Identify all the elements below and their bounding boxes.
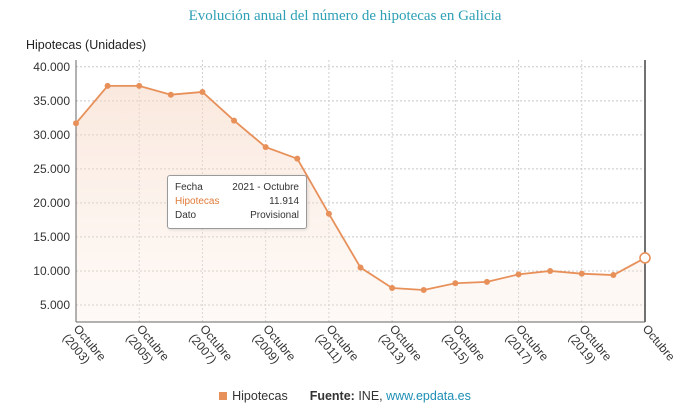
tooltip-row-status: Dato Provisional <box>175 209 299 222</box>
chart-title: Evolución anual del número de hipotecas … <box>188 8 502 24</box>
x-tick-label: Octubre <box>640 322 678 364</box>
data-point <box>136 82 143 89</box>
data-point-highlighted <box>639 252 651 264</box>
y-tick-label: 40.000 <box>33 60 70 74</box>
y-tick-label: 15.000 <box>33 230 70 244</box>
series-area-fill <box>76 85 645 322</box>
data-point <box>231 117 238 124</box>
tooltip-key: Dato <box>175 210 197 221</box>
x-tick-label: Octubre(2007) <box>186 322 235 367</box>
legend-swatch[interactable] <box>219 392 228 400</box>
x-tick-label: Octubre(2017) <box>503 322 552 367</box>
data-point <box>104 82 111 89</box>
tooltip-key: Hipotecas <box>175 196 220 207</box>
tooltip-value: Provisional <box>250 210 299 221</box>
y-tick-labels: 5.000 10.000 15.000 20.000 25.000 30.000 35.00… <box>33 60 70 312</box>
tooltip-row-date: Fecha 2021 - Octubre <box>175 181 299 194</box>
data-point <box>483 278 490 285</box>
data-point <box>357 264 364 271</box>
data-point <box>199 88 206 95</box>
source-prefix: Fuente: <box>309 389 355 403</box>
data-point <box>610 272 617 279</box>
data-point <box>578 270 585 277</box>
tooltip-value: 2021 - Octubre <box>232 182 299 193</box>
data-point <box>262 144 269 151</box>
y-axis-label: Hipotecas (Unidades) <box>26 38 147 52</box>
data-point <box>389 284 396 291</box>
x-tick-label: Octubre(2011) <box>313 322 362 366</box>
x-tick-labels: Octubre(2003) Octubre(2005) Octubre(2007) O… <box>60 322 678 367</box>
tooltip-row-value: Hipotecas 11.914 <box>175 195 299 208</box>
y-tick-label: 35.000 <box>33 94 70 108</box>
x-tick-label: Octubre(2005) <box>123 322 172 367</box>
x-tick-label: Octubre(2009) <box>250 322 299 367</box>
y-tick-label: 20.000 <box>33 196 70 210</box>
y-tick-label: 5.000 <box>40 298 70 312</box>
legend-item-hipotecas[interactable]: Hipotecas <box>232 389 288 403</box>
data-point <box>73 120 79 127</box>
data-point <box>515 271 522 278</box>
data-point <box>547 267 554 274</box>
series-area <box>76 85 645 322</box>
source-link[interactable]: www.epdata.es <box>386 389 471 403</box>
data-point <box>294 155 301 162</box>
x-tick-label: Octubre(2013) <box>376 322 425 367</box>
data-point <box>325 210 332 217</box>
y-tick-label: 10.000 <box>33 264 70 278</box>
data-tooltip: Fecha 2021 - Octubre Hipotecas 11.914 Da… <box>167 175 307 229</box>
x-tick-label-line1: Octubre <box>640 322 678 364</box>
x-tick-label: Octubre(2003) <box>60 322 109 367</box>
data-point <box>167 91 174 98</box>
y-tick-label: 30.000 <box>33 128 70 142</box>
y-tick-label: 25.000 <box>33 162 70 176</box>
source-text: INE, <box>354 389 387 403</box>
x-tick-label: Octubre(2019) <box>566 322 615 367</box>
data-point <box>452 280 459 287</box>
tooltip-value: 11.914 <box>269 196 299 207</box>
tooltip-key: Fecha <box>175 182 203 193</box>
x-tick-label: Octubre(2015) <box>439 322 488 367</box>
data-point <box>420 287 427 294</box>
series-points <box>73 82 651 294</box>
chart-footer: Hipotecas Fuente: INE, www.epdata.es <box>0 389 690 403</box>
axes <box>75 60 646 323</box>
